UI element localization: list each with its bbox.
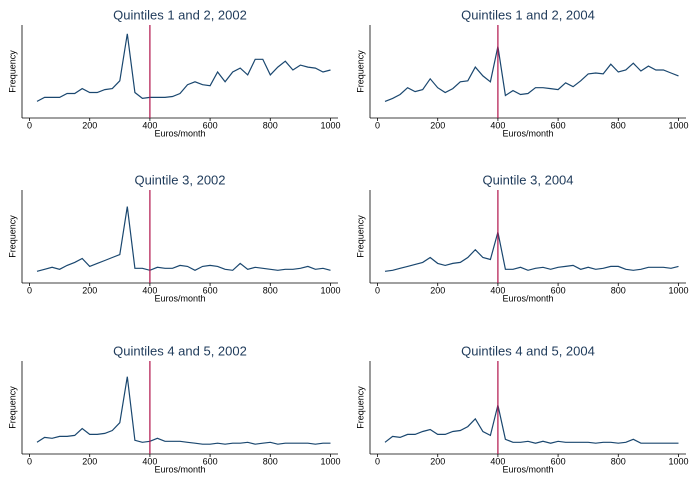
x-tick-label: 0: [27, 456, 32, 466]
x-tick-label: 400: [142, 285, 157, 295]
x-tick-label: 800: [611, 456, 626, 466]
x-tick-label: 400: [490, 120, 505, 130]
x-tick-label: 600: [551, 285, 566, 295]
x-tick-label: 0: [27, 285, 32, 295]
x-tick-label: 0: [375, 285, 380, 295]
x-axis-label: Euros/month: [154, 464, 205, 474]
x-tick-label: 0: [375, 120, 380, 130]
x-tick-label: 400: [490, 456, 505, 466]
data-line: [36, 206, 331, 272]
x-tick-label: 1000: [668, 285, 688, 295]
data-line: [36, 33, 331, 102]
panel-title: Quintiles 1 and 2, 2004: [461, 7, 595, 22]
x-axis-label: Euros/month: [502, 464, 553, 474]
panel-title: Quintiles 1 and 2, 2002: [113, 7, 247, 22]
x-tick-label: 1000: [320, 285, 340, 295]
x-axis-label: Euros/month: [154, 128, 205, 138]
x-tick-label: 600: [203, 456, 218, 466]
x-tick-label: 1000: [668, 456, 688, 466]
x-tick-label: 200: [82, 120, 97, 130]
x-tick-label: 1000: [320, 456, 340, 466]
y-axis-label: Frequency: [355, 215, 365, 258]
panel-title: Quintiles 4 and 5, 2004: [461, 343, 595, 358]
x-axis-label: Euros/month: [502, 293, 553, 303]
x-tick-label: 0: [375, 456, 380, 466]
y-axis-label: Frequency: [355, 50, 365, 93]
x-tick-label: 1000: [668, 120, 688, 130]
panel-title: Quintile 3, 2002: [134, 172, 225, 187]
x-tick-label: 400: [490, 285, 505, 295]
y-axis-label: Frequency: [355, 386, 365, 429]
panel-title: Quintiles 4 and 5, 2002: [113, 343, 247, 358]
x-tick-label: 200: [430, 456, 445, 466]
x-tick-label: 400: [142, 456, 157, 466]
x-tick-label: 800: [263, 120, 278, 130]
x-axis-label: Euros/month: [154, 293, 205, 303]
x-tick-label: 200: [82, 456, 97, 466]
x-tick-label: 0: [27, 120, 32, 130]
data-line: [384, 404, 679, 444]
x-tick-label: 200: [82, 285, 97, 295]
x-tick-label: 600: [551, 456, 566, 466]
x-tick-label: 800: [263, 456, 278, 466]
x-tick-label: 600: [203, 120, 218, 130]
data-line: [384, 46, 679, 102]
x-tick-label: 800: [611, 120, 626, 130]
x-tick-label: 400: [142, 120, 157, 130]
x-tick-label: 600: [203, 285, 218, 295]
x-axis-label: Euros/month: [502, 128, 553, 138]
y-axis-label: Frequency: [7, 386, 17, 429]
x-tick-label: 800: [263, 285, 278, 295]
x-tick-label: 800: [611, 285, 626, 295]
x-tick-label: 600: [551, 120, 566, 130]
y-axis-label: Frequency: [7, 215, 17, 258]
x-tick-label: 200: [430, 285, 445, 295]
panel-title: Quintile 3, 2004: [482, 172, 573, 187]
x-tick-label: 1000: [320, 120, 340, 130]
x-tick-label: 200: [430, 120, 445, 130]
data-line: [36, 376, 331, 445]
y-axis-label: Frequency: [7, 50, 17, 93]
data-line: [384, 231, 679, 272]
